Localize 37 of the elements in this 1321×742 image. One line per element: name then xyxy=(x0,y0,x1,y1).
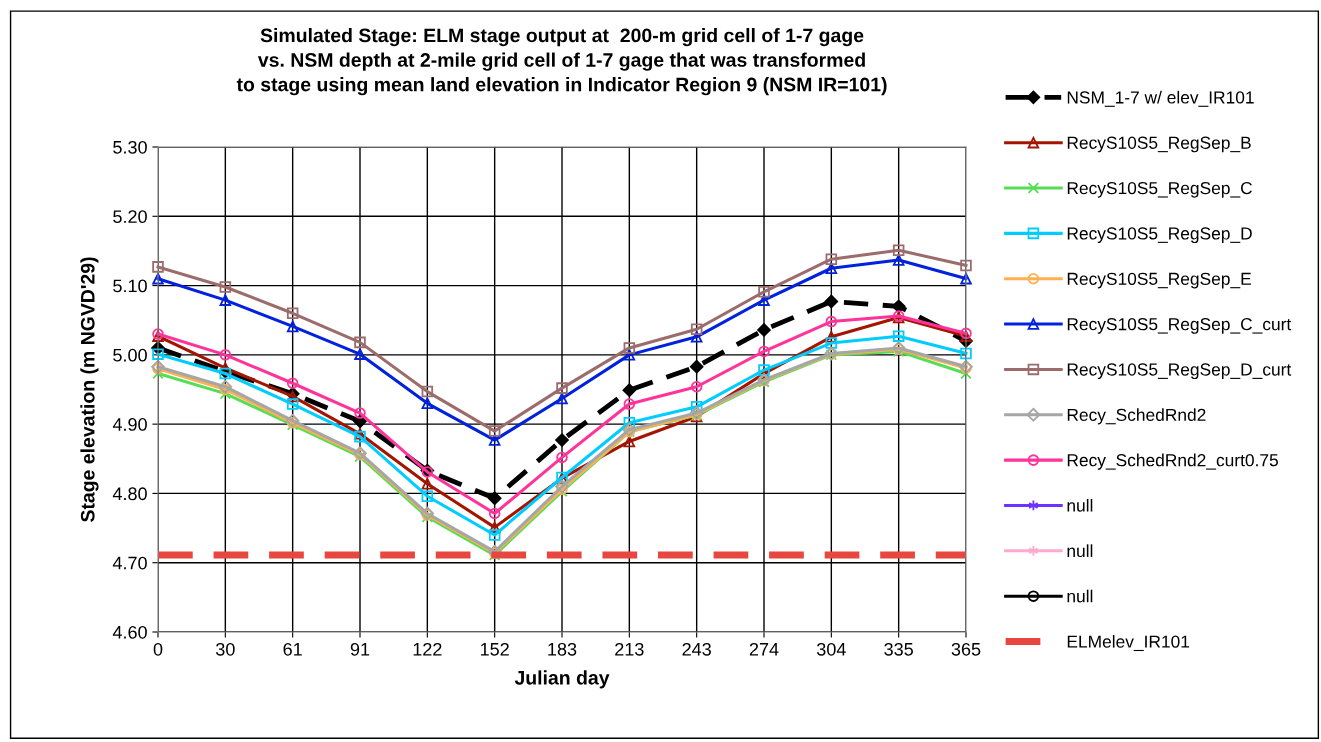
legend-label: null xyxy=(1067,544,1093,558)
x-tick-label: 365 xyxy=(951,642,981,656)
y-tick-label: 4.90 xyxy=(112,418,147,431)
legend-label: null xyxy=(1067,498,1093,512)
y-axis-title: Stage elevation (m NGVD'29) xyxy=(80,257,99,522)
legend-label: RecyS10S5_RegSep_C_curt xyxy=(1067,318,1292,334)
legend-label: null xyxy=(1067,589,1093,603)
y-tick-label: 4.80 xyxy=(112,487,147,501)
chart-title: Simulated Stage: ELM stage output at 200-m grid cell of 1-7 gage vs. NSM depth at 2-mile grid cell of 1-7 gage that was transformed to stage using mean land elevation in Indicator Region 9 (NSM IR=101) xyxy=(236,28,887,96)
x-tick-label: 243 xyxy=(682,642,711,656)
legend-label: NSM_1-7 w/ elev_IR101 xyxy=(1067,90,1254,107)
legend-label: Recy_SchedRnd2 xyxy=(1067,408,1206,425)
legend-label: RecyS10S5_RegSep_B xyxy=(1067,136,1251,153)
legend-label: Recy_SchedRnd2_curt0.75 xyxy=(1067,453,1278,470)
y-tick-label: 4.60 xyxy=(112,625,147,639)
legend-label: RecyS10S5_RegSep_C xyxy=(1067,181,1252,198)
x-tick-label: 213 xyxy=(615,642,644,656)
x-tick-label: 91 xyxy=(350,642,370,656)
y-tick-label: 5.20 xyxy=(113,210,147,224)
x-tick-label: 0 xyxy=(153,642,163,656)
x-tick-label: 61 xyxy=(283,642,302,656)
y-tick-label: 5.10 xyxy=(113,279,147,293)
legend-label: RecyS10S5_RegSep_E xyxy=(1067,272,1251,289)
x-tick-label: 152 xyxy=(480,642,509,656)
legend-label: ELMelev_IR101 xyxy=(1067,635,1190,652)
x-tick-label: 122 xyxy=(413,642,442,656)
x-tick-label: 183 xyxy=(548,642,577,656)
x-tick-label: 274 xyxy=(749,642,779,656)
y-tick-label: 5.30 xyxy=(113,140,147,154)
y-tick-label: 4.70 xyxy=(112,556,147,570)
legend-label: RecyS10S5_RegSep_D xyxy=(1067,227,1252,244)
x-axis-title: Julian day xyxy=(514,670,610,689)
x-tick-label: 335 xyxy=(884,642,913,656)
legend-label: RecyS10S5_RegSep_D_curt xyxy=(1067,363,1292,380)
x-tick-label: 30 xyxy=(215,642,235,656)
y-tick-label: 5.00 xyxy=(113,348,147,362)
x-tick-label: 304 xyxy=(816,642,846,656)
